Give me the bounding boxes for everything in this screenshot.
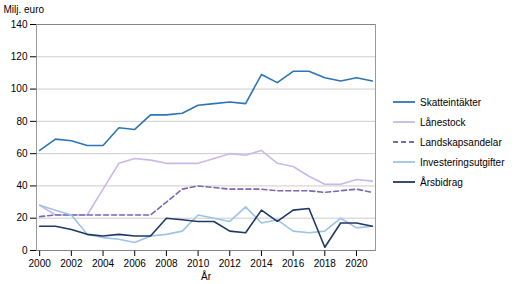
svg-text:2014: 2014 (250, 258, 273, 269)
svg-text:2008: 2008 (155, 258, 178, 269)
svg-text:100: 100 (11, 83, 28, 94)
svg-text:120: 120 (11, 51, 28, 62)
svg-text:2018: 2018 (314, 258, 337, 269)
html-text:Landskapsandelar: Landskapsandelar (420, 136, 502, 148)
html-text:Lånestock: Lånestock (420, 116, 466, 128)
svg-text:2004: 2004 (92, 258, 115, 269)
svg-text:2020: 2020 (345, 258, 368, 269)
svg-text:0: 0 (22, 245, 28, 256)
svg-text:Milj. euro: Milj. euro (4, 4, 45, 15)
svg-text:2006: 2006 (124, 258, 147, 269)
svg-text:2000: 2000 (29, 258, 52, 269)
svg-text:2010: 2010 (187, 258, 210, 269)
html-text:Skatteintäkter: Skatteintäkter (420, 96, 482, 108)
svg-text:2016: 2016 (282, 258, 305, 269)
html-text:Investeringsutgifter: Investeringsutgifter (420, 156, 505, 168)
svg-text:20: 20 (16, 212, 28, 223)
svg-text:140: 140 (11, 19, 28, 30)
svg-text:2012: 2012 (219, 258, 242, 269)
svg-text:60: 60 (16, 148, 28, 159)
svg-text:40: 40 (16, 180, 28, 191)
html-text:Årsbidrag: Årsbidrag (420, 176, 463, 188)
svg-text:80: 80 (16, 116, 28, 127)
svg-text:År: År (201, 270, 212, 282)
svg-text:2002: 2002 (60, 258, 83, 269)
